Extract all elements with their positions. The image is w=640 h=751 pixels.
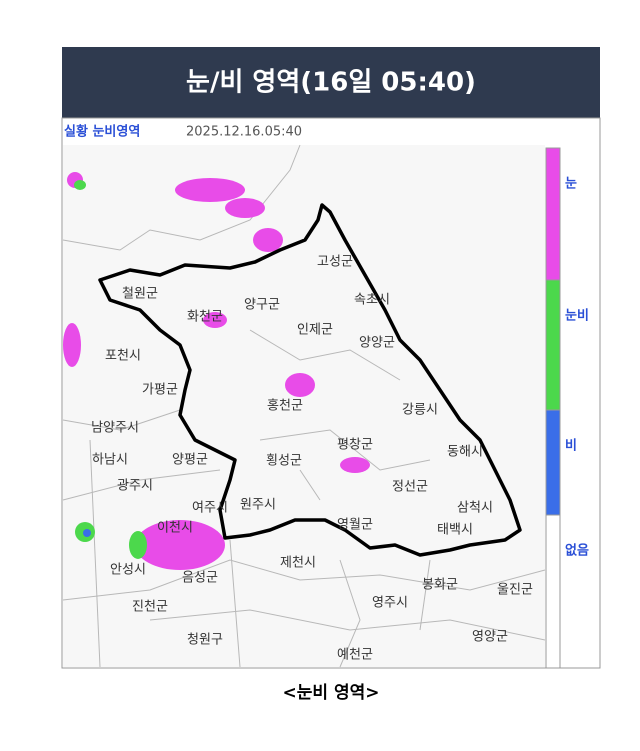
- header-title: 눈/비 영역(16일 05:40): [186, 68, 476, 98]
- place-label: 양양군: [359, 336, 395, 351]
- legend-label: 비: [565, 439, 577, 454]
- place-label: 포천시: [105, 349, 141, 364]
- place-label: 평창군: [337, 438, 373, 453]
- source-label: 실황 눈비영역: [64, 124, 140, 140]
- place-label: 울진군: [497, 583, 533, 598]
- place-label: 안성시: [110, 563, 146, 578]
- snow-area: [285, 373, 315, 397]
- caption: <눈비 영역>: [283, 683, 380, 703]
- legend-label: 눈비: [565, 309, 589, 324]
- timestamp: 2025.12.16.05:40: [186, 125, 302, 140]
- place-label: 고성군: [317, 255, 353, 270]
- snow-area: [225, 198, 265, 218]
- sleet-area: [129, 531, 147, 559]
- snow-area: [253, 228, 283, 252]
- place-label: 이천시: [157, 521, 193, 536]
- place-label: 양구군: [244, 298, 280, 313]
- place-label: 가평군: [142, 383, 178, 398]
- precip-areas: [63, 172, 370, 570]
- place-label: 인제군: [297, 323, 333, 338]
- place-label: 광주시: [117, 479, 153, 494]
- legend-swatch: [545, 409, 561, 516]
- map-background: [63, 145, 545, 667]
- place-label: 태백시: [437, 523, 473, 538]
- legend-label: 눈: [565, 177, 577, 192]
- place-label: 홍천군: [267, 399, 303, 414]
- rain-area: [83, 529, 91, 537]
- place-label: 동해시: [447, 445, 483, 460]
- place-label: 여주시: [192, 501, 228, 516]
- place-label: 진천군: [132, 600, 168, 615]
- place-label: 횡성군: [266, 454, 302, 469]
- header-bar: [62, 47, 600, 118]
- sleet-area: [74, 180, 86, 190]
- place-label: 봉화군: [422, 578, 458, 593]
- place-label: 하남시: [92, 453, 128, 468]
- place-label: 삼척시: [457, 501, 493, 516]
- place-label: 정선군: [392, 480, 428, 495]
- snow-area: [340, 457, 370, 473]
- place-label: 제천시: [280, 556, 316, 571]
- place-label: 화천군: [187, 310, 223, 325]
- legend-swatch: [545, 514, 561, 669]
- place-label: 철원군: [122, 287, 158, 302]
- legend-label: 없음: [565, 543, 589, 559]
- place-label: 강릉시: [402, 403, 438, 418]
- place-label: 영양군: [472, 630, 508, 645]
- snow-area: [135, 520, 225, 570]
- place-label: 음성군: [182, 571, 218, 586]
- place-label: 영월군: [337, 518, 373, 533]
- snow-area: [63, 323, 81, 367]
- legend-swatch: [545, 147, 561, 281]
- place-label: 영주시: [372, 596, 408, 611]
- snow-area: [203, 312, 227, 328]
- legend-swatch: [545, 279, 561, 411]
- place-label: 예천군: [337, 648, 373, 663]
- place-label: 남양주시: [91, 421, 139, 436]
- place-label: 원주시: [240, 498, 276, 513]
- gangwon-boundary: [98, 203, 522, 557]
- place-label: 속초시: [354, 293, 390, 308]
- place-label: 양평군: [172, 453, 208, 468]
- region-borders: [62, 144, 546, 668]
- place-label: 청원구: [187, 633, 223, 648]
- snow-area: [175, 178, 245, 202]
